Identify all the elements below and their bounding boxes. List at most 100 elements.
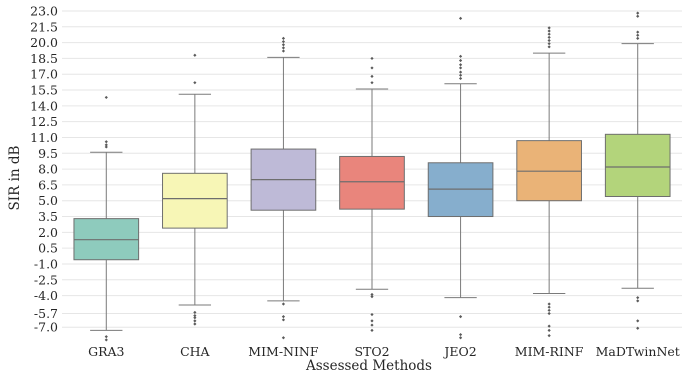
x-tick-label: MIM-RINF bbox=[515, 344, 584, 359]
y-tick-label: 8.0 bbox=[38, 162, 58, 177]
box-madtwinnet bbox=[604, 11, 671, 330]
outlier-point bbox=[547, 328, 551, 332]
outlier-point bbox=[281, 315, 286, 319]
y-tick-label: 23.0 bbox=[30, 4, 58, 19]
outlier-point bbox=[281, 318, 286, 322]
outlier-point bbox=[636, 11, 640, 15]
iqr-box bbox=[339, 155, 405, 210]
iqr-box bbox=[162, 172, 228, 229]
outlier-point bbox=[458, 66, 463, 70]
outlier-point bbox=[547, 35, 551, 39]
outlier-point bbox=[104, 335, 108, 339]
y-tick-label: -2.5 bbox=[34, 272, 58, 287]
outlier-point bbox=[636, 30, 640, 34]
y-tick-label: 21.5 bbox=[30, 19, 58, 34]
y-tick-label: 6.5 bbox=[38, 177, 58, 192]
outlier-point bbox=[193, 310, 197, 315]
outlier-point bbox=[547, 45, 551, 49]
x-tick-label: MaDTwinNet bbox=[596, 344, 680, 359]
outlier-point bbox=[636, 319, 640, 323]
outlier-point bbox=[458, 73, 463, 77]
outlier-point bbox=[547, 29, 551, 33]
outlier-point bbox=[281, 39, 286, 44]
outlier-point bbox=[458, 315, 463, 319]
y-tick-label: 3.5 bbox=[38, 209, 58, 224]
outlier-point bbox=[636, 14, 640, 18]
outlier-point bbox=[104, 140, 108, 144]
outlier-point bbox=[104, 95, 108, 100]
outlier-point bbox=[370, 319, 374, 323]
outlier-point bbox=[281, 336, 286, 340]
outlier-point bbox=[458, 336, 463, 340]
outlier-point bbox=[370, 56, 374, 61]
outlier-point bbox=[193, 316, 197, 320]
outlier-point bbox=[458, 332, 463, 337]
y-tick-label: -4.0 bbox=[34, 288, 58, 303]
outlier-point bbox=[547, 311, 551, 316]
y-tick-label: 0.5 bbox=[38, 241, 58, 256]
outlier-point bbox=[547, 305, 551, 309]
y-tick-label: 14.0 bbox=[30, 98, 58, 113]
outlier-point bbox=[370, 323, 374, 327]
y-tick-label: 20.0 bbox=[30, 35, 58, 50]
outlier-point bbox=[547, 324, 551, 328]
outlier-point bbox=[370, 292, 374, 297]
outlier-point bbox=[547, 32, 551, 36]
box-layer bbox=[73, 11, 671, 342]
outlier-point bbox=[193, 53, 197, 57]
outlier-point bbox=[370, 74, 374, 78]
outlier-point bbox=[458, 16, 463, 20]
outlier-point bbox=[636, 299, 640, 303]
outlier-point bbox=[281, 49, 286, 53]
x-tick-labels: GRA3 CHA MIM-NINF STO2 JEO2 MIM-RINF MaDTwinNe… bbox=[88, 344, 680, 359]
outlier-point bbox=[104, 145, 108, 149]
x-tick-label: CHA bbox=[180, 344, 210, 359]
outlier-point bbox=[193, 319, 197, 323]
outlier-point bbox=[547, 302, 551, 306]
outlier-point bbox=[370, 312, 374, 317]
outlier-point bbox=[458, 76, 463, 81]
outlier-point bbox=[547, 334, 551, 338]
outlier-point bbox=[547, 38, 551, 43]
x-tick-label: GRA3 bbox=[88, 344, 124, 359]
y-tick-label: 9.5 bbox=[38, 146, 58, 161]
iqr-box bbox=[604, 133, 671, 197]
y-axis-title: SIR in dB bbox=[7, 145, 23, 210]
outlier-point bbox=[193, 313, 197, 318]
outlier-point bbox=[193, 322, 197, 326]
outlier-point bbox=[370, 81, 374, 85]
outlier-point bbox=[636, 33, 640, 37]
outlier-point bbox=[281, 43, 286, 47]
box-sto2 bbox=[339, 56, 405, 332]
box-jeo2 bbox=[427, 16, 494, 340]
y-tick-label: 2.0 bbox=[38, 225, 58, 240]
outlier-point bbox=[458, 63, 463, 67]
x-axis-title: Assessed Methods bbox=[305, 358, 432, 373]
outlier-point bbox=[104, 338, 108, 342]
y-tick-label: -5.7 bbox=[34, 306, 58, 321]
outlier-point bbox=[281, 46, 286, 50]
x-tick-label: STO2 bbox=[354, 344, 389, 359]
outlier-point bbox=[458, 58, 463, 63]
outlier-point bbox=[104, 143, 108, 147]
y-tick-label: -1.0 bbox=[34, 256, 58, 271]
outlier-point bbox=[281, 36, 286, 41]
outlier-point bbox=[458, 70, 463, 74]
box-mim-rinf bbox=[516, 26, 582, 338]
outlier-point bbox=[547, 42, 551, 46]
outlier-point bbox=[281, 302, 286, 306]
box-mim-ninf bbox=[250, 36, 317, 340]
x-tick-label: JEO2 bbox=[442, 344, 476, 359]
outlier-point bbox=[458, 54, 463, 58]
y-tick-label: 15.5 bbox=[30, 83, 58, 98]
y-tick-label: 12.5 bbox=[30, 114, 58, 129]
outlier-point bbox=[547, 26, 551, 30]
outlier-point bbox=[636, 296, 640, 300]
outlier-point bbox=[370, 66, 374, 70]
y-tick-label: 11.0 bbox=[30, 130, 58, 145]
box-cha bbox=[162, 53, 228, 326]
box-gra3 bbox=[73, 95, 140, 342]
x-tick-label: MIM-NINF bbox=[248, 344, 319, 359]
outlier-point bbox=[370, 328, 374, 332]
